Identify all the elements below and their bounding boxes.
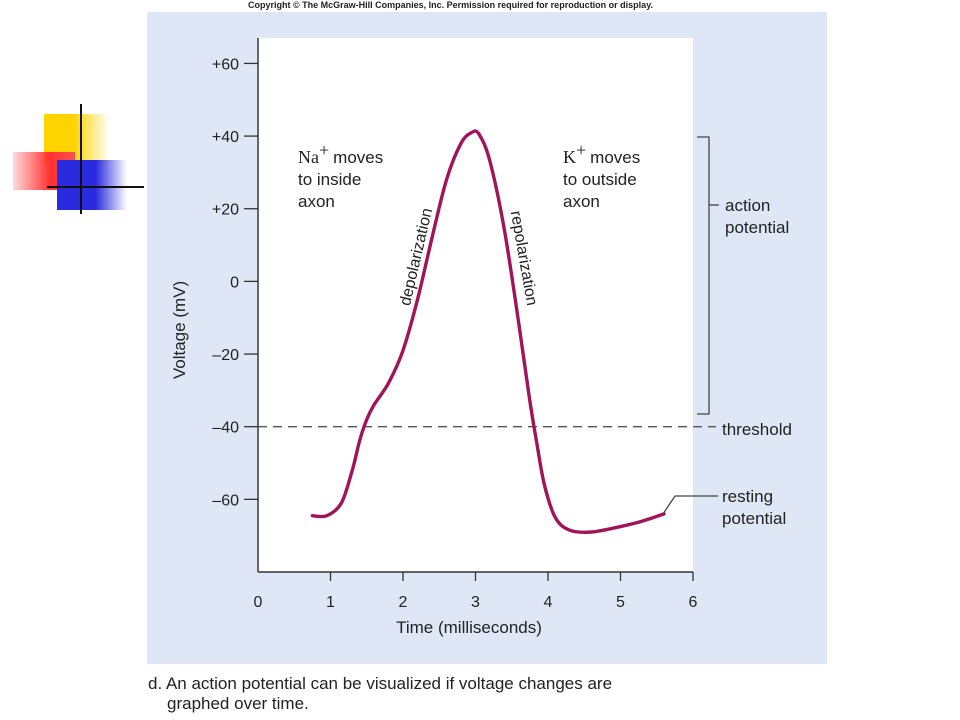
- svg-text:Na+moves: Na+ moves: [298, 140, 383, 167]
- na-symbol: Na: [298, 147, 319, 167]
- y-axis-ticks: +60 +40 +20 0 –20 –40 –60: [212, 56, 258, 509]
- y-tick-label: +20: [212, 202, 239, 219]
- na-line3: axon: [298, 192, 335, 211]
- voltage-trace: [310, 129, 666, 535]
- na-annotation: Na+ moves to inside axon: [298, 140, 383, 211]
- x-tick-label: 3: [471, 594, 480, 611]
- y-tick-label: –40: [212, 420, 239, 437]
- x-tick-label: 6: [689, 594, 698, 611]
- y-tick-label: –20: [212, 347, 239, 364]
- action-potential-label-line2: potential: [725, 218, 789, 237]
- x-axis-ticks: 0 1 2 3 4 5 6: [254, 572, 698, 611]
- deco-vertical-line: [80, 104, 82, 214]
- svg-text:K+moves: K+ moves: [563, 140, 640, 167]
- k-moves: moves: [590, 148, 640, 167]
- y-tick-label: +60: [212, 56, 239, 73]
- axes: [257, 38, 693, 573]
- deco-blue-square: [57, 160, 127, 210]
- k-symbol: K: [563, 147, 576, 167]
- x-tick-label: 5: [616, 594, 625, 611]
- k-annotation: K+ moves to outside axon: [563, 140, 640, 211]
- x-tick-label: 0: [254, 594, 263, 611]
- action-potential-bracket: [697, 136, 719, 415]
- y-tick-label: –60: [212, 492, 239, 509]
- deco-horizontal-line: [47, 186, 144, 188]
- caption-line1: d. An action potential can be visualized…: [148, 674, 613, 693]
- k-line3: axon: [563, 192, 600, 211]
- decorative-squares: [0, 0, 160, 230]
- k-line2: to outside: [563, 170, 637, 189]
- repolarization-label: repolarization: [507, 209, 540, 307]
- action-potential-label-line1: action: [725, 196, 770, 215]
- k-superscript: +: [576, 140, 586, 160]
- resting-potential-pointer: [662, 495, 718, 515]
- x-tick-label: 2: [399, 594, 408, 611]
- y-axis-title: Voltage (mV): [170, 281, 189, 379]
- x-axis-title: Time (milliseconds): [396, 618, 542, 637]
- na-line2: to inside: [298, 170, 361, 189]
- copyright-notice: Copyright © The McGraw-Hill Companies, I…: [248, 0, 654, 10]
- na-superscript: +: [319, 140, 329, 160]
- x-tick-label: 4: [544, 594, 553, 611]
- resting-label-line2: potential: [722, 509, 786, 528]
- caption-line2: graphed over time.: [167, 694, 309, 713]
- plot-area: [257, 38, 693, 572]
- na-moves: moves: [333, 148, 383, 167]
- resting-label-line1: resting: [722, 487, 773, 506]
- y-tick-label: 0: [230, 274, 239, 291]
- figure-caption: d. An action potential can be visualized…: [148, 674, 848, 714]
- threshold-label: threshold: [722, 420, 792, 439]
- depolarization-label: depolarization: [397, 207, 436, 308]
- y-tick-label: +40: [212, 129, 239, 146]
- x-tick-label: 1: [326, 594, 335, 611]
